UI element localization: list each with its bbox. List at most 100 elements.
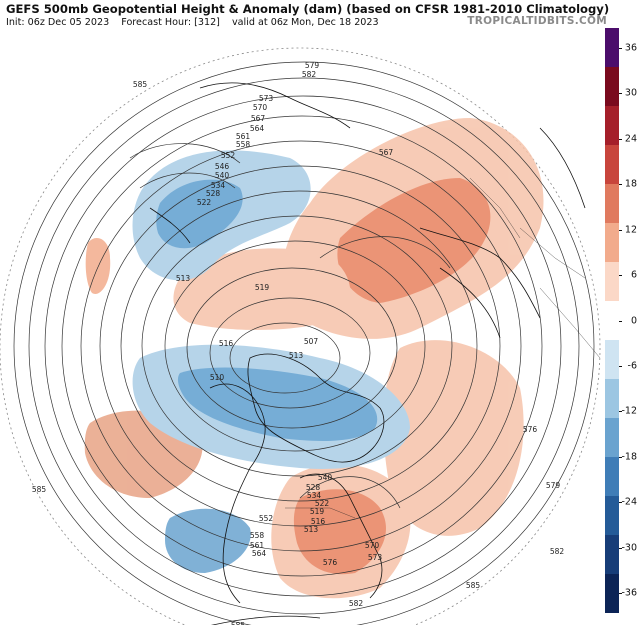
contour-label: 582 bbox=[302, 70, 317, 79]
colorbar-segment bbox=[605, 301, 619, 341]
contour-line bbox=[129, 143, 241, 164]
contour-label: 582 bbox=[550, 547, 565, 556]
colorbar-segment bbox=[605, 340, 619, 380]
asia-border bbox=[539, 127, 586, 209]
contour-label: 552 bbox=[221, 151, 236, 160]
colorbar-tick-label: 30 bbox=[624, 87, 637, 99]
contour-label: 534 bbox=[211, 181, 226, 190]
colorbar-tick-label: -12 bbox=[621, 405, 637, 417]
contour-label: 528 bbox=[306, 483, 321, 492]
colorbar-tick-label: -6 bbox=[627, 360, 637, 372]
contour-label: 552 bbox=[259, 514, 274, 523]
contour-line bbox=[141, 215, 453, 477]
contour-label: 585 bbox=[133, 80, 148, 89]
colorbar-segment bbox=[605, 145, 619, 185]
contour-label: 564 bbox=[250, 124, 265, 133]
contour-label: 570 bbox=[253, 103, 268, 112]
colorbar-segment bbox=[605, 496, 619, 536]
colorbar-ticks: 36 30 24 18 12 6 0 -6 -12 -18 -24 -30 -36 bbox=[619, 28, 640, 613]
colorbar-tick-mark bbox=[619, 138, 622, 140]
contour-line bbox=[299, 476, 401, 509]
contour-label: 585 bbox=[32, 485, 47, 494]
contour-label: 576 bbox=[523, 425, 538, 434]
positive-anomaly-west bbox=[85, 238, 111, 294]
contour-label: 558 bbox=[236, 140, 251, 149]
colorbar-tick-mark bbox=[619, 547, 622, 549]
contour-label: 573 bbox=[368, 553, 383, 562]
contour-label: 582 bbox=[349, 599, 364, 608]
contour-label: 513 bbox=[304, 525, 319, 534]
contour-line bbox=[80, 140, 522, 552]
latitude-circle bbox=[0, 47, 601, 625]
colorbar-segment bbox=[605, 223, 619, 263]
anomaly-shading bbox=[84, 118, 544, 599]
height-contours bbox=[13, 61, 595, 625]
colorbar-segment bbox=[605, 262, 619, 302]
contour-label: 513 bbox=[176, 274, 191, 283]
colorbar-tick-label: 18 bbox=[624, 178, 637, 190]
colorbar-tick-label: 6 bbox=[630, 269, 637, 281]
africa-border bbox=[539, 287, 601, 359]
contour-label: 546 bbox=[215, 162, 230, 171]
contour-label: 507 bbox=[304, 337, 319, 346]
contour-label: 510 bbox=[210, 373, 225, 382]
contour-label: 528 bbox=[206, 189, 221, 198]
contour-line bbox=[164, 240, 426, 452]
colorbar-tick-label: -18 bbox=[621, 451, 637, 463]
contour-label: 540 bbox=[318, 473, 333, 482]
contour-label: 540 bbox=[215, 171, 230, 180]
map-subtitle: Init: 06z Dec 05 2023 Forecast Hour: [31… bbox=[6, 17, 388, 28]
colorbar-tick-mark bbox=[619, 48, 622, 49]
colorbar-tick-label: 36 bbox=[624, 42, 637, 54]
borders bbox=[285, 177, 601, 519]
colorbar-tick-mark bbox=[619, 365, 622, 367]
contour-label: 561 bbox=[236, 132, 251, 141]
colorbar-tick-mark bbox=[619, 93, 622, 95]
valid-time: valid at 06z Mon, Dec 18 2023 bbox=[232, 17, 379, 28]
colorbar-tick-mark bbox=[619, 593, 622, 594]
colorbar-segment bbox=[605, 67, 619, 107]
colorbar-tick-mark bbox=[619, 411, 622, 413]
contour-label: 579 bbox=[546, 481, 561, 490]
contour-line bbox=[319, 236, 451, 269]
contour-label: 513 bbox=[289, 351, 304, 360]
negative-anomaly-canada-core bbox=[177, 367, 378, 441]
contour-line bbox=[186, 267, 398, 429]
contour-label: 576 bbox=[323, 558, 338, 567]
asia-border-line bbox=[519, 227, 586, 279]
us-canada-border bbox=[285, 507, 356, 519]
kamchatka-coast bbox=[149, 207, 191, 244]
forecast-hour: Forecast Hour: [312] bbox=[121, 17, 220, 28]
colorbar-segment bbox=[605, 574, 619, 613]
contour-label: 579 bbox=[305, 61, 320, 70]
colorbar-tick-mark bbox=[619, 275, 622, 277]
colorbar-segment bbox=[605, 184, 619, 224]
colorbar-tick-label: -24 bbox=[621, 496, 637, 508]
init-time: Init: 06z Dec 05 2023 bbox=[6, 17, 110, 28]
contour-label: 564 bbox=[252, 549, 267, 558]
contour-label: 561 bbox=[250, 541, 265, 550]
positive-anomaly-us-core bbox=[293, 489, 386, 575]
map-title: GEFS 500mb Geopotential Height & Anomaly… bbox=[6, 2, 610, 16]
contour-label: 534 bbox=[307, 491, 322, 500]
north-america-east-coast bbox=[299, 473, 383, 599]
scandinavia-coast bbox=[439, 267, 501, 339]
contour-line bbox=[13, 61, 595, 625]
contour-line bbox=[229, 322, 341, 394]
colorbar-tick-label: -30 bbox=[621, 542, 637, 554]
contour-line bbox=[61, 115, 543, 577]
contour-line bbox=[44, 95, 562, 597]
colorbar-segment bbox=[605, 535, 619, 575]
colorbar-tick-label: -36 bbox=[621, 587, 637, 599]
siberia-coast bbox=[199, 82, 351, 129]
colorbar-tick-mark bbox=[619, 184, 622, 186]
anomaly-colorbar bbox=[605, 28, 619, 613]
colorbar-segment bbox=[605, 106, 619, 146]
colorbar-tick-label: 0 bbox=[630, 315, 637, 326]
contour-line bbox=[120, 190, 478, 502]
contour-label: 558 bbox=[250, 531, 265, 540]
site-brand[interactable]: TROPICALTIDBITS.COM bbox=[467, 15, 607, 27]
contour-label: 522 bbox=[197, 198, 212, 207]
contour-label: 570 bbox=[365, 541, 380, 550]
contour-label: 519 bbox=[310, 507, 325, 516]
